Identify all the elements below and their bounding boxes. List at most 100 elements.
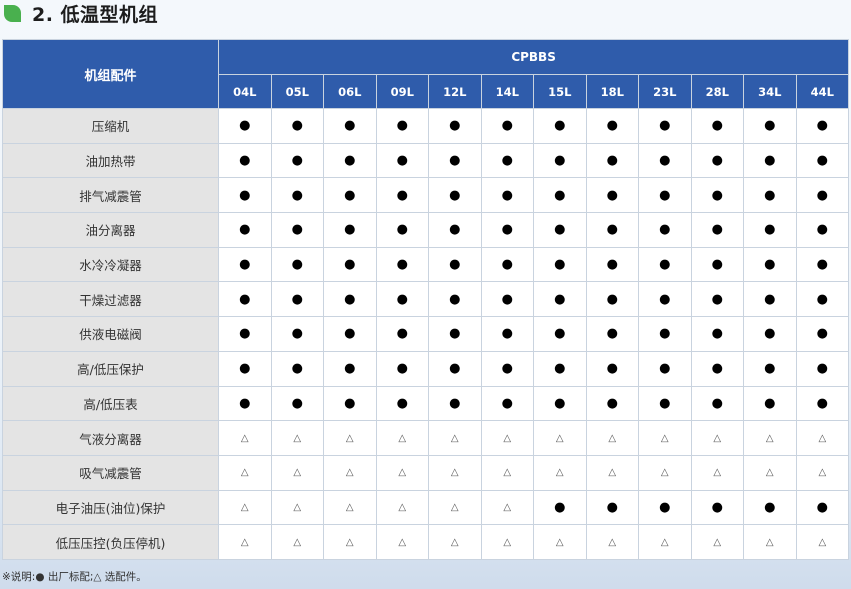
standard-mark: ●	[690, 212, 744, 248]
standard-mark: ●	[743, 281, 797, 318]
section-header: 2. 低温型机组	[4, 0, 158, 26]
standard-mark: ●	[533, 108, 587, 144]
standard-mark: ●	[533, 177, 587, 214]
optional-mark: △	[795, 420, 850, 456]
standard-mark: ●	[795, 177, 850, 214]
standard-mark: ●	[480, 281, 534, 318]
standard-mark: ●	[480, 108, 534, 144]
page-title: 2. 低温型机组	[32, 3, 159, 26]
standard-mark: ●	[533, 212, 587, 248]
standard-mark: ●	[375, 316, 429, 352]
standard-mark: ●	[638, 281, 692, 318]
standard-mark: ●	[218, 281, 272, 318]
table-row: 干燥过滤器 ● ● ● ● ● ● ● ● ● ● ● ●	[2, 281, 850, 318]
standard-mark: ●	[323, 142, 377, 179]
standard-mark: ●	[690, 108, 744, 144]
optional-mark: △	[638, 420, 692, 456]
optional-mark: △	[218, 420, 272, 456]
standard-mark: ●	[218, 316, 272, 352]
size-header-14l: 14L	[480, 74, 534, 109]
standard-mark: ●	[270, 142, 324, 179]
standard-mark: ●	[638, 385, 692, 422]
standard-mark: ●	[375, 281, 429, 318]
standard-mark: ●	[323, 108, 377, 144]
standard-mark: ●	[585, 108, 639, 144]
standard-mark: ●	[743, 108, 797, 144]
standard-mark: ●	[480, 142, 534, 179]
standard-mark: ●	[795, 142, 850, 179]
table-row: 吸气减震管 △ △ △ △ △ △ △ △ △ △ △ △	[2, 454, 850, 491]
standard-mark: ●	[428, 281, 482, 318]
optional-mark: △	[270, 489, 324, 526]
optional-mark: △	[375, 454, 429, 491]
standard-mark: ●	[270, 316, 324, 352]
optional-mark: △	[428, 524, 482, 560]
optional-mark: △	[638, 454, 692, 491]
size-header-05l: 05L	[270, 74, 324, 109]
accessory-column-header: 机组配件	[2, 39, 219, 109]
standard-mark: ●	[218, 108, 272, 144]
standard-mark: ●	[690, 316, 744, 352]
optional-mark: △	[743, 454, 797, 491]
standard-mark: ●	[585, 385, 639, 422]
standard-mark: ●	[585, 212, 639, 248]
standard-mark: ●	[690, 385, 744, 422]
standard-mark: ●	[638, 246, 692, 283]
size-header-04l: 04L	[218, 74, 272, 109]
optional-mark: △	[690, 420, 744, 456]
standard-mark: ●	[690, 350, 744, 387]
standard-mark: ●	[480, 212, 534, 248]
table-row: 油加热带 ● ● ● ● ● ● ● ● ● ● ● ●	[2, 142, 850, 179]
table-body: 压缩机 ● ● ● ● ● ● ● ● ● ● ● ● 油加热带 ● ● ● ● ● ● ● ● ● ● ● ● 排气减震管 ● ● ● ●…	[2, 108, 850, 560]
standard-mark: ●	[218, 385, 272, 422]
standard-mark: ●	[480, 177, 534, 214]
standard-mark: ●	[743, 350, 797, 387]
standard-mark: ●	[270, 385, 324, 422]
standard-mark: ●	[218, 350, 272, 387]
accessory-name: 压缩机	[2, 108, 219, 144]
standard-mark: ●	[480, 316, 534, 352]
standard-mark: ●	[533, 142, 587, 179]
standard-mark: ●	[323, 316, 377, 352]
standard-mark: ●	[585, 142, 639, 179]
table-row: 气液分离器 △ △ △ △ △ △ △ △ △ △ △ △	[2, 420, 850, 456]
standard-mark: ●	[795, 108, 850, 144]
standard-mark: ●	[428, 212, 482, 248]
standard-mark: ●	[323, 385, 377, 422]
standard-mark: ●	[795, 281, 850, 318]
size-header-06l: 06L	[323, 74, 377, 109]
accessory-name: 低压压控(负压停机)	[2, 524, 219, 560]
optional-mark: △	[375, 524, 429, 560]
optional-mark: △	[428, 489, 482, 526]
optional-mark: △	[323, 489, 377, 526]
standard-mark: ●	[638, 142, 692, 179]
standard-mark: ●	[428, 350, 482, 387]
standard-mark: ●	[585, 316, 639, 352]
standard-mark: ●	[638, 489, 692, 526]
table-row: 低压压控(负压停机) △ △ △ △ △ △ △ △ △ △ △ △	[2, 524, 850, 560]
standard-mark: ●	[375, 142, 429, 179]
optional-mark: △	[480, 524, 534, 560]
optional-mark: △	[480, 420, 534, 456]
standard-mark: ●	[638, 212, 692, 248]
optional-mark: △	[480, 489, 534, 526]
standard-mark: ●	[270, 350, 324, 387]
size-header-18l: 18L	[585, 74, 639, 109]
standard-mark: ●	[480, 246, 534, 283]
standard-mark: ●	[218, 212, 272, 248]
size-header-44l: 44L	[795, 74, 850, 109]
standard-mark: ●	[323, 246, 377, 283]
standard-mark: ●	[690, 177, 744, 214]
table-row: 高/低压表 ● ● ● ● ● ● ● ● ● ● ● ●	[2, 385, 850, 422]
standard-mark: ●	[743, 246, 797, 283]
standard-mark: ●	[270, 108, 324, 144]
standard-mark: ●	[533, 489, 587, 526]
standard-mark: ●	[428, 385, 482, 422]
accessory-name: 油加热带	[2, 142, 219, 179]
standard-mark: ●	[533, 316, 587, 352]
standard-mark: ●	[533, 385, 587, 422]
optional-mark: △	[323, 420, 377, 456]
standard-mark: ●	[375, 246, 429, 283]
standard-mark: ●	[480, 350, 534, 387]
optional-mark: △	[743, 420, 797, 456]
